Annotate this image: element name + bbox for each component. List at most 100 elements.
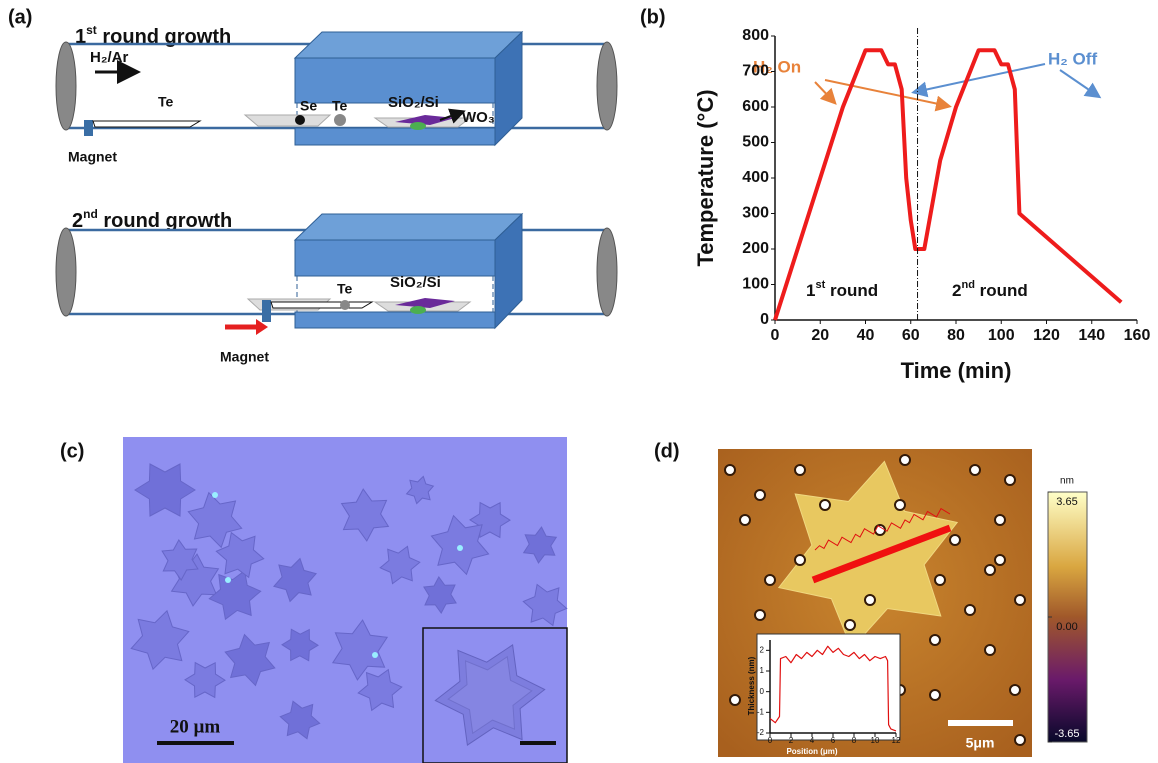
text: nd xyxy=(961,279,974,291)
y-tick-label: -2 xyxy=(757,728,765,737)
boat xyxy=(245,115,330,126)
text: Te xyxy=(158,94,174,110)
x-tick-label: 120 xyxy=(1033,327,1060,344)
y-tick-label: 100 xyxy=(742,276,769,293)
tube-end xyxy=(597,42,617,130)
panel-label: (a) xyxy=(8,6,32,28)
bright-spot xyxy=(372,652,378,658)
arrow xyxy=(915,64,1045,92)
y-tick-label: 1 xyxy=(760,666,765,675)
particle xyxy=(1015,595,1025,605)
panel-label: (c) xyxy=(60,440,84,462)
y-tick-label: 2 xyxy=(760,645,765,654)
text: Magnet xyxy=(220,349,269,365)
x-tick-label: 140 xyxy=(1078,327,1105,344)
panel-c: (c) 20 µm xyxy=(60,437,567,763)
tube-end xyxy=(56,42,76,130)
annotation: 2nd round xyxy=(952,279,1028,301)
x-tick-label: 100 xyxy=(988,327,1015,344)
text: SiO₂/Si xyxy=(388,94,439,111)
x-tick-label: 8 xyxy=(852,736,857,745)
colorbar-label: 0.00 xyxy=(1056,621,1077,633)
particle xyxy=(730,695,740,705)
arrow xyxy=(1060,70,1098,96)
panel-b: (b) H₂ On H₂ Off 1st round 2nd round 020… xyxy=(640,6,1150,383)
x-tick-label: 60 xyxy=(902,327,920,344)
round-title: 2nd round growth xyxy=(72,207,232,232)
y-tick-label: 600 xyxy=(742,98,769,115)
wo3-source xyxy=(410,306,426,314)
particle xyxy=(970,465,980,475)
text: WO₃ xyxy=(462,109,495,126)
se-source xyxy=(295,115,305,125)
bright-spot xyxy=(212,492,218,498)
particle xyxy=(755,490,765,500)
bright-spot xyxy=(457,545,463,551)
text: round xyxy=(825,281,878,300)
text: Se xyxy=(300,98,317,114)
y-tick-label: -1 xyxy=(757,707,765,716)
annotation: H₂ Off xyxy=(1048,49,1097,68)
te-source xyxy=(340,300,350,310)
colorbar-unit: nm xyxy=(1060,476,1074,487)
arrow xyxy=(815,82,834,102)
y-tick-label: 0 xyxy=(760,311,769,328)
particle xyxy=(1005,475,1015,485)
x-axis-label: Time (min) xyxy=(901,358,1012,383)
page: { "panel_a": { "label": "(a)", "round1_t… xyxy=(0,0,1158,763)
furnace xyxy=(295,32,522,145)
rod xyxy=(271,302,372,308)
y-tick-label: 700 xyxy=(742,63,769,80)
x-tick-label: 10 xyxy=(871,736,880,745)
line xyxy=(775,50,1121,320)
x-tick-label: 4 xyxy=(810,736,815,745)
text: Magnet xyxy=(68,149,117,165)
particle xyxy=(930,690,940,700)
particle xyxy=(845,620,855,630)
particle xyxy=(755,610,765,620)
particle xyxy=(900,455,910,465)
text: st xyxy=(815,279,825,291)
scale-label: 20 µm xyxy=(170,716,221,737)
x-tick-label: 0 xyxy=(771,327,780,344)
colorbar-label: 3.65 xyxy=(1056,496,1077,508)
magnet-block xyxy=(262,300,271,322)
particle xyxy=(725,465,735,475)
x-tick-label: 12 xyxy=(892,736,901,745)
particle xyxy=(765,575,775,585)
y-axis-label: Thickness (nm) xyxy=(747,656,756,715)
inset-plot xyxy=(757,634,900,740)
particle xyxy=(740,515,750,525)
particle xyxy=(950,535,960,545)
annotation: 1st round xyxy=(806,279,878,301)
y-tick-label: 800 xyxy=(742,27,769,44)
colorbar xyxy=(1048,492,1087,742)
scale-label: 5μm xyxy=(966,735,995,751)
y-tick-label: 0 xyxy=(760,687,765,696)
particle xyxy=(865,595,875,605)
y-tick-label: 400 xyxy=(742,169,769,186)
text: nd xyxy=(83,207,98,221)
text: st xyxy=(86,23,97,37)
x-tick-label: 80 xyxy=(947,327,965,344)
particle xyxy=(995,555,1005,565)
text: 2 xyxy=(952,281,961,300)
x-tick-label: 20 xyxy=(811,327,829,344)
particle xyxy=(1015,735,1025,745)
text: Te xyxy=(332,98,348,114)
x-tick-label: 0 xyxy=(768,736,773,745)
colorbar-label: -3.65 xyxy=(1054,728,1079,740)
text: 1 xyxy=(806,281,815,300)
text: SiO₂/Si xyxy=(390,274,441,291)
y-tick-label: 200 xyxy=(742,240,769,257)
tube-end xyxy=(56,228,76,316)
x-tick-label: 6 xyxy=(831,736,836,745)
wo3-source xyxy=(410,122,426,130)
particle xyxy=(795,465,805,475)
particle xyxy=(985,565,995,575)
text: H₂/Ar xyxy=(90,49,128,66)
rod xyxy=(93,121,200,127)
magnet-block xyxy=(84,120,93,136)
particle xyxy=(935,575,945,585)
